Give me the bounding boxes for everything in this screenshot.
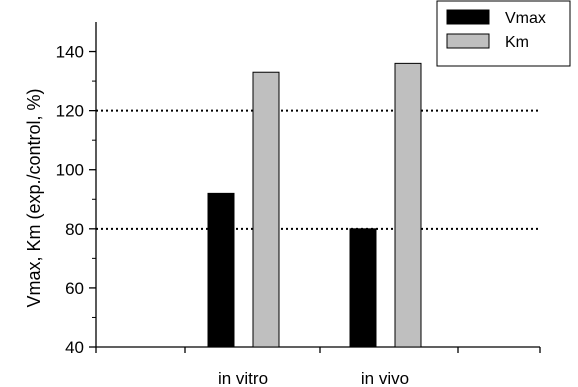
legend: Vmax Km (436, 0, 571, 67)
x-category-label: in vitro (218, 369, 268, 387)
y-tick-label: 120 (56, 102, 84, 121)
plot-area: 40 60 80 100 120 140 in vitro in vivo Vmax Km (56, 0, 571, 387)
y-tick-label: 60 (65, 279, 84, 298)
bar-vmax-in-vivo (349, 228, 377, 348)
bar-vmax-in-vitro (207, 192, 235, 348)
legend-label-km: Km (505, 34, 529, 51)
legend-label-vmax: Vmax (505, 10, 546, 27)
legend-swatch-km (446, 33, 490, 49)
y-tick-label: 140 (56, 43, 84, 62)
y-tick-label: 40 (65, 338, 84, 357)
y-tick-label: 80 (65, 220, 84, 239)
y-axis-title: Vmax, Km (exp./control, %) (24, 88, 44, 307)
y-tick-label: 100 (56, 161, 84, 180)
x-category-label: in vivo (361, 369, 409, 387)
bar-km-in-vivo (394, 62, 422, 348)
bar-km-in-vitro (252, 71, 280, 348)
legend-swatch-vmax (446, 9, 490, 25)
